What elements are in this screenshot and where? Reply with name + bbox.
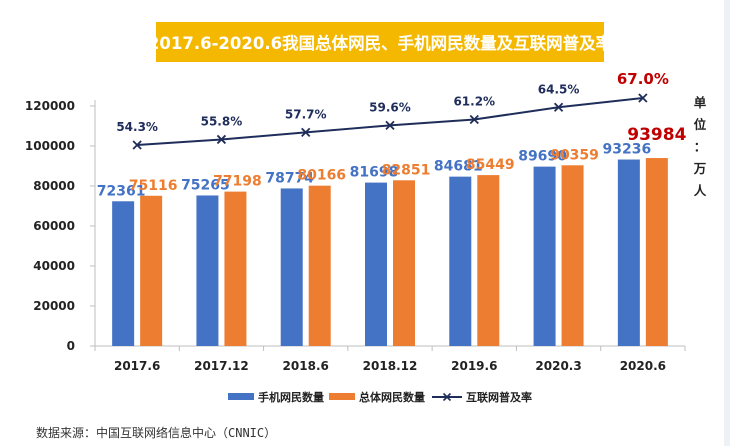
value-label-total: 77198 <box>213 174 262 190</box>
unit-label: 单位 ： 万人 <box>688 92 712 202</box>
value-label-total: 75116 <box>129 178 178 194</box>
bar-total <box>645 158 668 346</box>
unit-char: ： <box>693 139 707 154</box>
rate-label: 61.2% <box>453 94 495 108</box>
rate-point-marker <box>469 114 479 125</box>
bar-total <box>140 195 163 346</box>
y-tick-label: 100000 <box>25 139 75 153</box>
value-label-total: 93984 <box>627 125 686 145</box>
y-tick-label: 80000 <box>33 179 75 193</box>
bar-total <box>561 165 584 346</box>
legend-swatch <box>228 393 254 400</box>
unit-char: 单 <box>693 95 707 110</box>
value-label-mobile: 93236 <box>602 142 651 158</box>
bar-total <box>308 185 331 346</box>
x-tick-label: 2017.12 <box>194 359 249 373</box>
rate-label: 64.5% <box>538 82 580 96</box>
bar-mobile <box>449 176 472 346</box>
x-tick-label: 2020.3 <box>535 359 581 373</box>
rate-label: 55.8% <box>201 114 243 128</box>
bar-mobile <box>280 188 303 346</box>
bar-total <box>393 180 415 346</box>
y-tick-label: 0 <box>67 339 75 353</box>
bar-total <box>224 191 247 346</box>
source-note: 数据来源：中国互联网络信息中心（CNNIC） <box>36 426 277 440</box>
rate-label: 67.0% <box>617 70 669 88</box>
value-label-mobile: 72361 <box>97 183 146 199</box>
value-label-total: 80166 <box>297 168 346 184</box>
x-tick-label: 2018.6 <box>283 359 329 373</box>
rate-label: 57.7% <box>285 107 327 121</box>
value-label-total: 85449 <box>466 157 515 173</box>
value-label-mobile: 81698 <box>350 165 399 181</box>
value-label-mobile: 75265 <box>181 177 230 193</box>
y-tick-label: 120000 <box>25 99 75 113</box>
rate-point-marker <box>638 93 648 103</box>
bar-mobile <box>112 201 135 346</box>
rate-point-marker <box>553 102 564 112</box>
chart-title: 2017.6-2020.6我国总体网民、手机网民数量及互联网普及率 <box>147 34 613 53</box>
legend-line-marker <box>442 392 452 402</box>
x-tick-label: 2017.6 <box>114 359 160 373</box>
bar-mobile <box>617 159 640 346</box>
bar-total <box>477 175 500 346</box>
x-tick-label: 2018.12 <box>363 359 418 373</box>
rate-point-marker <box>301 127 311 138</box>
rate-point-marker <box>132 140 142 150</box>
y-tick-label: 40000 <box>33 259 75 273</box>
value-label-mobile: 89690 <box>518 149 567 165</box>
x-tick-label: 2020.6 <box>620 359 666 373</box>
value-label-mobile: 78774 <box>265 170 314 186</box>
rate-point-marker <box>216 134 227 145</box>
bar-mobile <box>533 166 556 346</box>
unit-char: 万 <box>693 161 707 176</box>
y-tick-label: 60000 <box>33 219 75 233</box>
value-label-mobile: 84681 <box>434 159 483 175</box>
rate-label: 54.3% <box>116 120 158 134</box>
legend-label: 互联网普及率 <box>466 390 532 404</box>
unit-char: 人 <box>693 183 707 198</box>
chart-title-banner: 2017.6-2020.6我国总体网民、手机网民数量及互联网普及率 <box>148 22 612 62</box>
rate-point-marker <box>385 120 395 131</box>
value-label-total: 90359 <box>550 147 599 163</box>
bar-mobile <box>365 182 387 346</box>
legend-swatch <box>329 393 355 400</box>
value-label-total: 82851 <box>382 162 431 178</box>
right-divider <box>724 0 730 446</box>
y-tick-label: 20000 <box>33 299 75 313</box>
legend-label: 手机网民数量 <box>258 390 324 404</box>
bar-mobile <box>196 195 219 346</box>
legend-label: 总体网民数量 <box>359 390 425 404</box>
unit-char: 位 <box>693 117 707 132</box>
x-tick-label: 2019.6 <box>451 359 497 373</box>
rate-label: 59.6% <box>369 100 411 114</box>
